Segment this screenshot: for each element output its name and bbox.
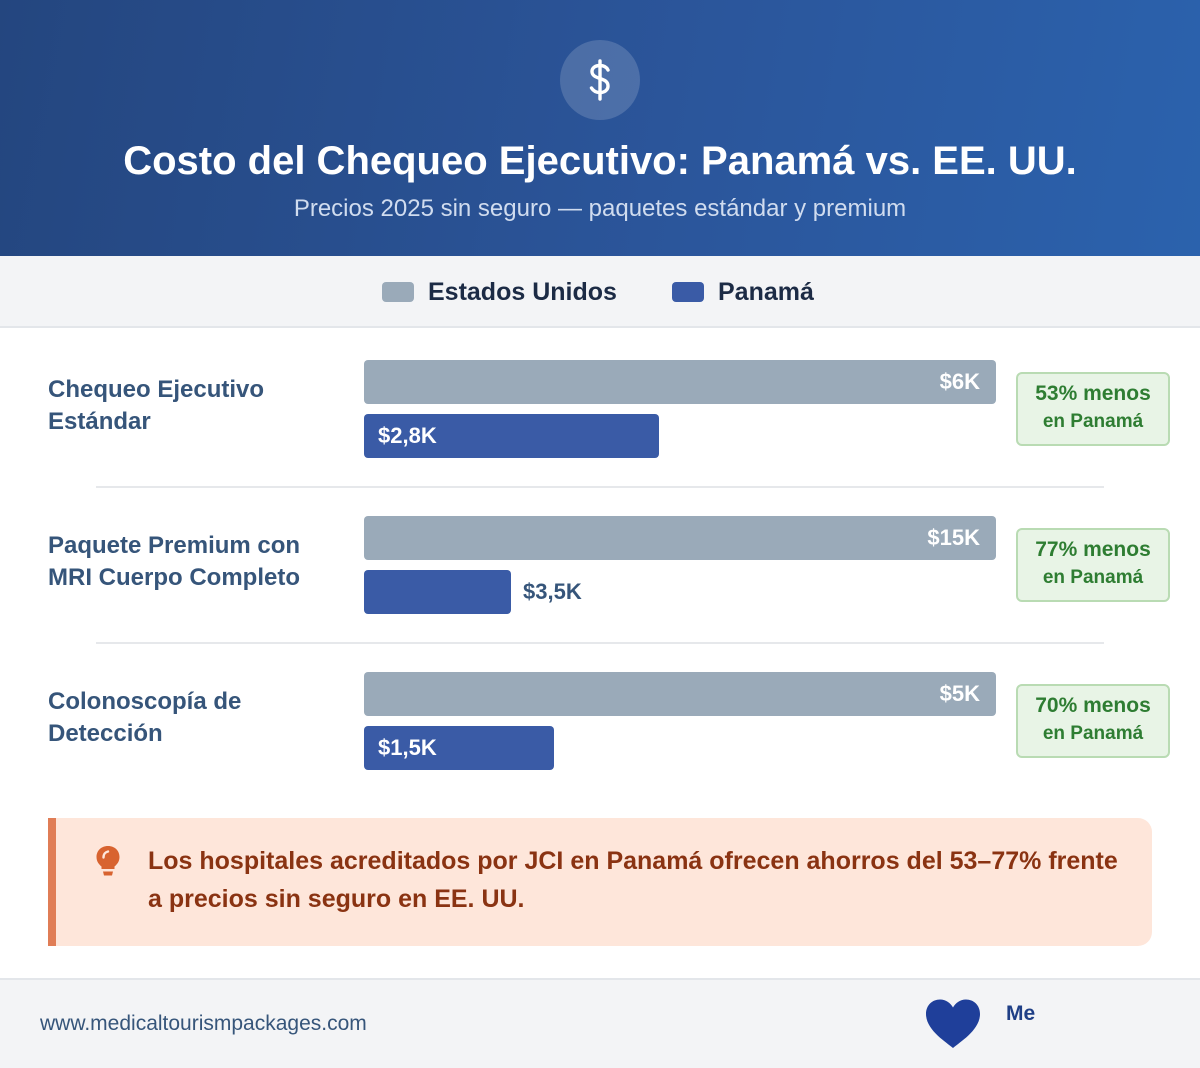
savings-badge: 53% menos en Panamá xyxy=(1016,372,1170,446)
footer: www.medicaltourismpackages.com Me xyxy=(0,978,1200,1068)
legend-swatch-us xyxy=(382,282,414,302)
savings-caption: en Panamá xyxy=(1042,411,1144,432)
savings-caption: en Panamá xyxy=(1042,723,1144,744)
savings-badge: 70% menos en Panamá xyxy=(1016,684,1170,758)
page-subtitle: Precios 2025 sin seguro — paquetes están… xyxy=(293,195,907,222)
legend-label-us: Estados Unidos xyxy=(428,277,617,306)
row-divider xyxy=(96,486,1104,488)
savings-percent: 53% menos xyxy=(1035,382,1151,405)
bar-value-label-pa: $3,5K xyxy=(523,579,582,604)
heart-icon xyxy=(924,998,982,1055)
bar-pa xyxy=(364,414,659,458)
bar-value-label-us: $6K xyxy=(939,369,980,394)
chart-legend: Estados Unidos Panamá xyxy=(0,256,1200,328)
savings-percent: 70% menos xyxy=(1035,694,1151,717)
lightbulb-icon xyxy=(94,844,122,883)
bar-chart: Chequeo Ejecutivo Estándar $6K $2,8K 53% me… xyxy=(0,328,1200,798)
footer-logo-text: Me xyxy=(1006,1002,1036,1025)
bar-value-label-us: $5K xyxy=(939,681,980,706)
savings-caption: en Panamá xyxy=(1042,567,1144,588)
legend-label-pa: Panamá xyxy=(718,277,814,306)
bar-value-label-pa: $1,5K xyxy=(378,735,437,760)
header-banner: Costo del Chequeo Ejecutivo: Panamá vs. … xyxy=(0,0,1200,256)
chart-row: Paquete Premium con MRI Cuerpo Completo $… xyxy=(0,484,1200,640)
legend-item-us: Estados Unidos xyxy=(382,278,617,306)
insight-callout: Los hospitales acreditados por JCI en Pa… xyxy=(48,818,1152,946)
bar-pa xyxy=(364,570,511,614)
bar-us xyxy=(364,360,996,404)
footer-url-link[interactable]: www.medicaltourismpackages.com xyxy=(40,1012,367,1035)
bar-value-label-pa: $2,8K xyxy=(378,423,437,448)
savings-percent: 77% menos xyxy=(1035,538,1151,561)
category-label: Paquete Premium con MRI Cuerpo Completo xyxy=(48,532,301,591)
bar-us xyxy=(364,672,996,716)
category-label: Colonoscopía de Detección xyxy=(48,688,242,747)
legend-item-pa: Panamá xyxy=(672,278,814,306)
callout-text: Los hospitales acreditados por JCI en Pa… xyxy=(148,847,1118,913)
savings-badge: 77% menos en Panamá xyxy=(1016,528,1170,602)
category-label: Chequeo Ejecutivo Estándar xyxy=(48,376,265,435)
bar-value-label-us: $15K xyxy=(927,525,980,550)
bar-pa xyxy=(364,726,554,770)
legend-swatch-pa xyxy=(672,282,704,302)
row-divider xyxy=(96,642,1104,644)
dollar-icon xyxy=(560,40,640,120)
chart-row: Colonoscopía de Detección $5K $1,5K 70% men… xyxy=(0,640,1200,796)
bar-us xyxy=(364,516,996,560)
chart-row: Chequeo Ejecutivo Estándar $6K $2,8K 53% me… xyxy=(0,328,1200,484)
page-title: Costo del Chequeo Ejecutivo: Panamá vs. … xyxy=(123,139,1077,183)
